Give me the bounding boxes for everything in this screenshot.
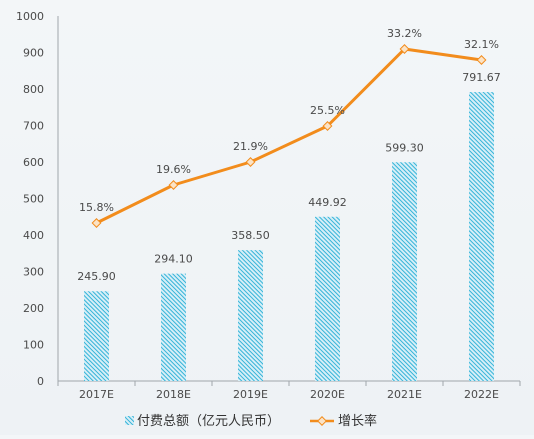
bar [315,216,340,381]
x-tick-label: 2021E [387,388,422,401]
line-point-marker [168,180,179,190]
line-point-marker [322,121,333,131]
legend-bar-swatch [125,416,134,425]
line-data-label: 25.5% [310,104,345,117]
line-point-marker [476,55,487,65]
line-point-marker [91,218,102,228]
line-data-label: 21.9% [233,140,268,153]
bar-data-label: 358.50 [231,229,270,242]
line-point-marker [399,44,410,54]
legend-line-marker [317,416,327,426]
y-tick-label: 300 [23,266,44,279]
x-tick-label: 2020E [310,388,345,401]
growth-line [95,47,482,225]
y-tick-label: 100 [23,339,44,352]
bar-data-label: 245.90 [77,270,116,283]
y-tick-label: 1000 [16,10,44,23]
x-tick-label: 2018E [156,388,191,401]
line-data-label: 33.2% [387,27,422,40]
x-axis: 2017E 2018E 2019E 2020E 2021E 2022E [57,380,521,401]
x-tick-label: 2022E [464,388,499,401]
bar [84,291,109,381]
bar [469,92,494,381]
bar-series: 245.90 294.10 358.50 449.92 599.30 791.67 [77,71,501,381]
bar-data-label: 294.10 [154,253,193,266]
y-tick-label: 900 [23,47,44,60]
y-tick-label: 600 [23,156,44,169]
y-tick-label: 200 [23,302,44,315]
y-tick-label: 400 [23,229,44,242]
y-tick-label: 800 [23,83,44,96]
x-tick-label: 2019E [233,388,268,401]
y-tick-label: 700 [23,120,44,133]
bar [238,250,263,381]
bar-data-label: 599.30 [385,141,424,154]
y-axis: 0 100 200 300 400 500 600 700 800 900 1000 [16,10,59,388]
line-data-label: 32.1% [464,38,499,51]
legend: 付费总额（亿元人民币） 增长率 [125,413,377,429]
y-tick-label: 500 [23,193,44,206]
bar-data-label: 449.92 [308,196,347,209]
legend-bar-label: 付费总额（亿元人民币） [137,414,280,429]
bar [161,273,186,381]
bar-data-label: 791.67 [462,71,501,84]
bar [392,162,417,381]
line-series: 15.8% 19.6% 21.9% 25.5% 33.2% 32.1% [79,27,499,228]
x-tick-label: 2017E [79,388,114,401]
line-data-label: 19.6% [156,163,191,176]
legend-line-label: 增长率 [338,413,377,429]
line-point-marker [245,157,256,167]
y-tick-label: 0 [37,375,44,388]
line-data-label: 15.8% [79,201,114,214]
